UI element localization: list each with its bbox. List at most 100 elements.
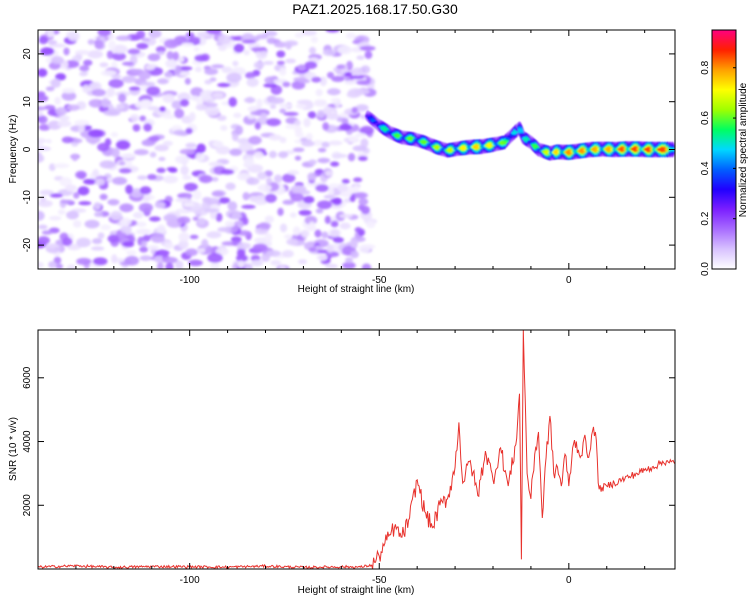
noise-cell (199, 89, 215, 100)
noise-cell (178, 239, 189, 250)
noise-cell (294, 155, 302, 161)
noise-cell (142, 234, 151, 242)
noise-cell (197, 217, 206, 226)
noise-cell (215, 247, 229, 256)
noise-cell (174, 108, 185, 119)
noise-cell (177, 92, 191, 102)
noise-cell (250, 47, 267, 52)
noise-cell (111, 44, 128, 54)
noise-cell (263, 83, 278, 88)
figure-title: PAZ1.2025.168.17.50.G30 (292, 1, 458, 17)
noise-cell (59, 177, 72, 187)
noise-cell (38, 262, 44, 268)
noise-cell (277, 207, 284, 217)
noise-cell (164, 71, 174, 78)
noise-cell (242, 217, 249, 226)
noise-cell (110, 210, 123, 221)
noise-cell (126, 249, 137, 256)
noise-cell (189, 111, 196, 122)
noise-cell (202, 196, 212, 203)
noise-cell (356, 55, 365, 60)
noise-cell (121, 61, 135, 66)
noise-cell (215, 145, 231, 155)
noise-cell (38, 115, 48, 124)
snr-x-tick-label: -100 (180, 575, 200, 586)
noise-cell (189, 234, 199, 240)
noise-cell (121, 75, 137, 84)
noise-cell (229, 148, 243, 156)
noise-cell (66, 243, 82, 251)
snr-x-tick-label: -50 (372, 575, 387, 586)
snr-frame (37, 329, 676, 570)
noise-cell (336, 64, 346, 70)
noise-cell (118, 168, 132, 174)
noise-cell (215, 212, 223, 222)
noise-cell (220, 125, 228, 131)
noise-cell (135, 228, 152, 235)
noise-cell (352, 185, 360, 193)
noise-cell (87, 129, 104, 138)
noise-cell (357, 155, 368, 162)
noise-cell (237, 137, 252, 145)
noise-cell (141, 37, 151, 42)
noise-cell (352, 145, 367, 152)
noise-cell (355, 132, 367, 138)
noise-cell (236, 172, 252, 181)
noise-cell (232, 60, 239, 67)
noise-cell (212, 92, 224, 99)
noise-cell (141, 99, 153, 108)
noise-cell (138, 202, 154, 213)
noise-cell (266, 118, 281, 127)
noise-cell (45, 243, 60, 248)
noise-cell (120, 153, 136, 159)
noise-cell (332, 237, 344, 244)
noise-cell (146, 86, 161, 96)
noise-cell (177, 208, 187, 214)
noise-cell (106, 50, 114, 60)
noise-cell (127, 48, 141, 55)
noise-cell (110, 132, 119, 138)
noise-cell (278, 103, 293, 108)
noise-cell (163, 241, 174, 250)
noise-cell (184, 182, 198, 192)
noise-cell (163, 39, 179, 49)
noise-cell (238, 143, 254, 153)
noise-cell (345, 257, 353, 264)
noise-cell (135, 221, 147, 227)
noise-cell (38, 152, 43, 163)
noise-cell (154, 201, 166, 209)
noise-cell (72, 138, 83, 144)
noise-cell (192, 216, 199, 221)
colorbar-tick-label: 0.6 (700, 111, 711, 125)
noise-cell (345, 32, 356, 39)
noise-cell (193, 46, 200, 52)
noise-cell (217, 44, 227, 51)
noise-cell (331, 197, 343, 206)
noise-cell (250, 110, 263, 116)
noise-cell (179, 71, 191, 77)
noise-cell (285, 124, 300, 129)
noise-cell (285, 58, 296, 64)
noise-cell (207, 252, 223, 263)
noise-cell (255, 33, 269, 40)
noise-cell (303, 196, 315, 204)
noise-cell (180, 98, 189, 107)
noise-cell (111, 147, 120, 158)
noise-cell (101, 98, 110, 108)
noise-cell (252, 243, 268, 252)
noise-cell (163, 213, 178, 222)
noise-cell (279, 67, 287, 76)
noise-cell (111, 254, 118, 264)
noise-cell (250, 259, 264, 267)
noise-cell (287, 170, 300, 176)
noise-cell (108, 78, 124, 89)
noise-cell (325, 263, 338, 269)
noise-cell (216, 115, 227, 121)
spectrogram-y-tick-label: 20 (22, 48, 33, 60)
spectrogram-x-axis-label: Height of straight line (km) (298, 284, 415, 295)
noise-cell (139, 115, 147, 122)
noise-cell (195, 104, 208, 111)
noise-cell (38, 36, 49, 45)
noise-cell (254, 121, 261, 130)
noise-cell (282, 173, 296, 183)
